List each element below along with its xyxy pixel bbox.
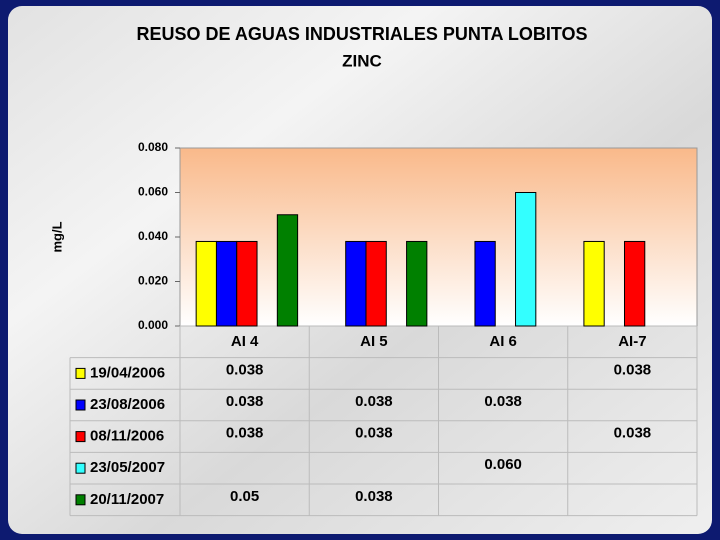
bar bbox=[406, 240, 428, 327]
legend-swatch bbox=[75, 431, 86, 443]
table-value: 0.038 bbox=[355, 425, 393, 442]
chart-title: REUSO DE AGUAS INDUSTRIALES PUNTA LOBITO… bbox=[136, 24, 587, 44]
table-value: 0.05 bbox=[230, 488, 259, 505]
y-tick-label: 0.020 bbox=[138, 274, 168, 288]
bar bbox=[365, 240, 387, 327]
legend-swatch bbox=[75, 462, 86, 474]
bar bbox=[515, 192, 537, 327]
table-value: 0.060 bbox=[484, 456, 522, 473]
y-tick-label: 0.060 bbox=[138, 185, 168, 199]
x-tick-label: AI 5 bbox=[360, 333, 388, 350]
y-tick-label: 0.040 bbox=[138, 229, 168, 243]
y-axis-label: mg/L bbox=[49, 221, 64, 252]
bar bbox=[474, 240, 496, 327]
x-tick-label: AI 6 bbox=[489, 333, 517, 350]
table-value: 0.038 bbox=[226, 425, 264, 442]
table-value: 0.038 bbox=[226, 393, 264, 410]
legend-label: 19/04/2006 bbox=[90, 364, 165, 381]
legend-swatch bbox=[75, 399, 86, 411]
legend-swatch bbox=[75, 367, 86, 379]
legend-label: 23/05/2007 bbox=[90, 459, 165, 476]
legend-label: 20/11/2007 bbox=[90, 491, 164, 508]
legend-label: 23/08/2006 bbox=[90, 396, 165, 413]
chart-subtitle: ZINC bbox=[342, 51, 382, 70]
table-value: 0.038 bbox=[484, 393, 522, 410]
table-value: 0.038 bbox=[614, 361, 652, 378]
x-tick-label: AI-7 bbox=[618, 333, 646, 350]
bar bbox=[195, 240, 217, 327]
x-tick-label: AI 4 bbox=[231, 333, 259, 350]
y-tick-label: 0.000 bbox=[138, 318, 168, 332]
legend-swatch bbox=[75, 494, 86, 506]
table-value: 0.038 bbox=[355, 488, 393, 505]
y-tick-label: 0.080 bbox=[138, 140, 168, 154]
bar bbox=[345, 240, 367, 327]
bar bbox=[236, 240, 258, 327]
bar bbox=[623, 240, 646, 327]
bar bbox=[583, 240, 605, 327]
table-value: 0.038 bbox=[355, 393, 393, 410]
bar bbox=[215, 240, 238, 327]
table-value: 0.038 bbox=[226, 361, 264, 378]
table-value: 0.038 bbox=[614, 425, 652, 442]
legend-label: 08/11/2006 bbox=[90, 428, 164, 445]
plot-area bbox=[179, 147, 698, 327]
bar bbox=[276, 214, 299, 327]
